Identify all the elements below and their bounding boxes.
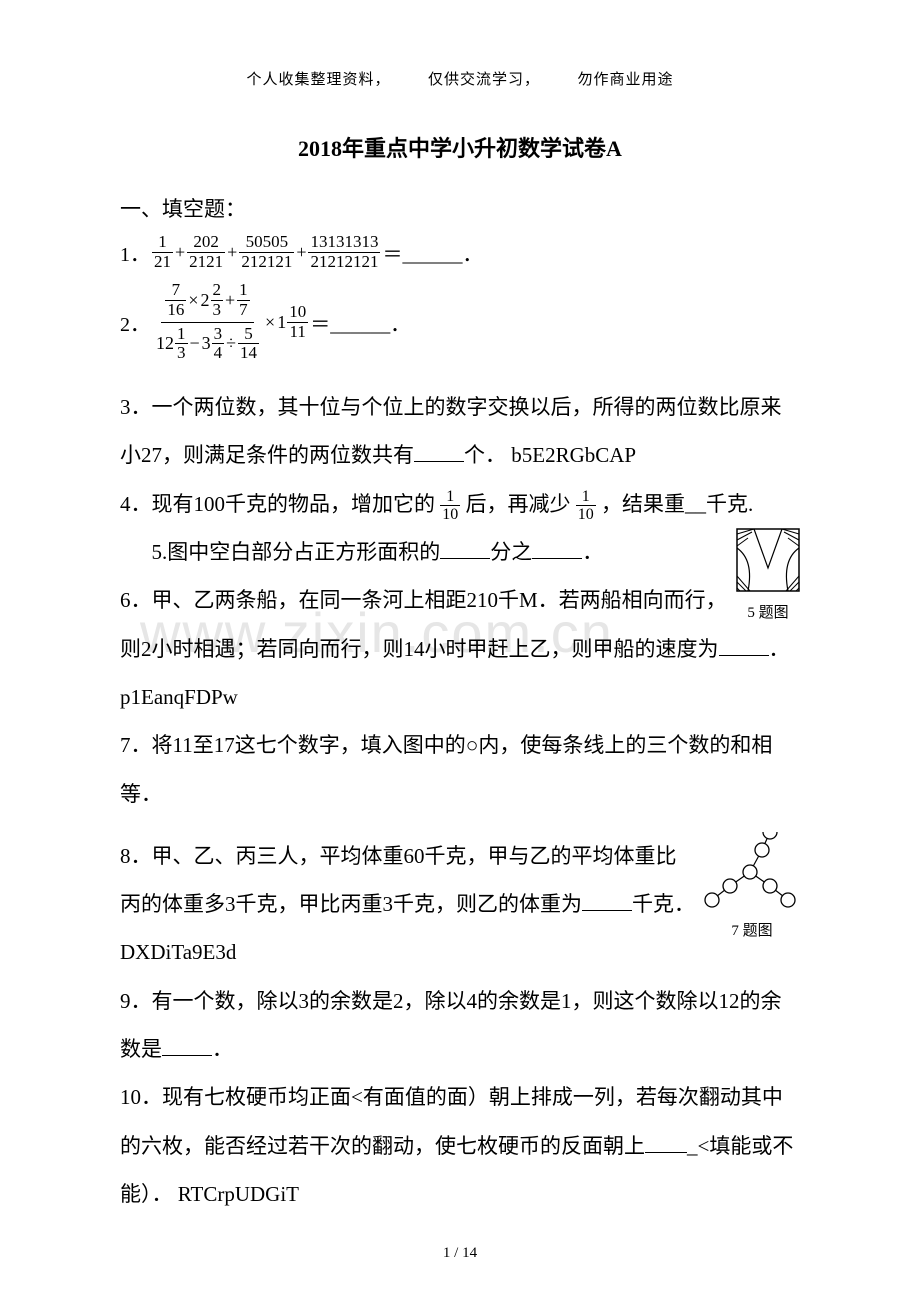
plus-icon: + xyxy=(227,242,237,263)
q9-text-b: ． xyxy=(212,1037,233,1061)
q5-blank-2 xyxy=(532,538,582,559)
q4-text-a: 4．现有100千克的物品，增加它的 xyxy=(120,492,435,516)
q6-blank xyxy=(719,635,769,656)
question-5: 5.图中空白部分占正方形面积的 分之 ． xyxy=(120,528,800,576)
question-10: 10．现有七枚硬币均正面<有面值的面）朝上排成一列，若每次翻动其中的六枚，能否经… xyxy=(120,1073,800,1218)
q2-mixed: 11011 xyxy=(277,303,308,341)
q1-label: 1． xyxy=(120,238,150,267)
q3-text-b: 个． xyxy=(464,443,506,467)
plus-icon: + xyxy=(175,242,185,263)
question-9: 9．有一个数，除以3的余数是2，除以4的余数是1，则这个数除以12的余数是． xyxy=(120,977,800,1074)
figure-5: 5 题图 xyxy=(736,528,800,622)
page-header: 个人收集整理资料， 仅供交流学习， 勿作商业用途 xyxy=(120,68,800,89)
header-seg-2: 仅供交流学习， xyxy=(428,72,540,88)
q2-tail: ＝______． xyxy=(310,308,410,337)
q2-label: 2． xyxy=(120,308,150,337)
q1-frac-4: 1313131321212121 xyxy=(308,233,380,271)
header-seg-1: 个人收集整理资料， xyxy=(246,72,390,88)
section-1-heading: 一、填空题： xyxy=(120,193,800,223)
plus-icon: + xyxy=(296,242,306,263)
figure-7: 7 题图 xyxy=(704,832,800,940)
q10-code: RTCrpUDGiT xyxy=(178,1182,299,1206)
figure-5-caption: 5 题图 xyxy=(736,601,800,622)
q3-blank xyxy=(414,441,464,462)
mult-icon: × xyxy=(265,312,275,333)
q1-frac-3: 50505212121 xyxy=(239,233,294,271)
q9-blank xyxy=(162,1035,212,1056)
q5-text-mid: 分之 xyxy=(490,540,532,564)
question-6: 6．甲、乙两条船，在同一条河上相距210千M．若两船相向而行，则2小时相遇；若同… xyxy=(120,576,800,721)
q6-text-a: 6．甲、乙两条船，在同一条河上相距210千M．若两船相向而行，则2小时相遇；若同… xyxy=(120,588,727,660)
q1-frac-1: 121 xyxy=(152,233,173,271)
question-1: 1． 121 + 2022121 + 50505212121 + 1313131… xyxy=(120,233,800,271)
q8-text-b: 千克． xyxy=(632,892,695,916)
question-4: 4．现有100千克的物品，增加它的 110 后，再减少 110 ，结果重__千克… xyxy=(120,480,800,528)
q4-text-b: 后，再减少 xyxy=(466,492,571,516)
q2-bigfrac: 716 × 223 + 17 1213 − 334 ÷ 514 xyxy=(152,279,263,365)
question-7: 7．将11至17这七个数字，填入图中的○内，使每条线上的三个数的和相等． xyxy=(120,721,800,818)
question-2: 2． 716 × 223 + 17 1213 − 334 ÷ 514 × 110… xyxy=(120,279,800,365)
square-hatch-icon xyxy=(736,528,800,592)
q6-code: p1EanqFDPw xyxy=(120,685,238,709)
q1-frac-2: 2022121 xyxy=(187,233,225,271)
seven-circle-tree-icon xyxy=(704,832,800,910)
q3-code: b5E2RGbCAP xyxy=(511,443,636,467)
header-seg-3: 勿作商业用途 xyxy=(578,72,674,88)
q5-text-a: 5.图中空白部分占正方形面积的 xyxy=(152,540,441,564)
q8-blank xyxy=(582,890,632,911)
question-3: 3．一个两位数，其十位与个位上的数字交换以后，所得的两位数比原来小27，则满足条… xyxy=(120,383,800,480)
page-container: 个人收集整理资料， 仅供交流学习， 勿作商业用途 2018年重点中学小升初数学试… xyxy=(0,0,920,1258)
q10-blank xyxy=(645,1132,687,1153)
q6-text-b: ． xyxy=(769,637,790,661)
exam-title: 2018年重点中学小升初数学试卷A xyxy=(120,131,800,163)
q5-text-end: ． xyxy=(582,540,603,564)
q8-code: DXDiTa9E3d xyxy=(120,940,236,964)
q4-text-c: ，结果重__千克. xyxy=(601,492,753,516)
figure-7-caption: 7 题图 xyxy=(704,919,800,940)
q1-tail: ＝______． xyxy=(382,238,482,267)
question-8: 8．甲、乙、丙三人，平均体重60千克，甲与乙的平均体重比丙的体重多3千克，甲比丙… xyxy=(120,832,800,977)
q5-blank-1 xyxy=(440,538,490,559)
